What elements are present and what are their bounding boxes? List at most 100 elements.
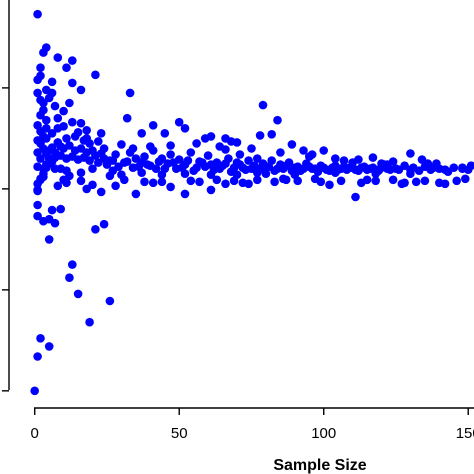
data-point	[122, 157, 132, 166]
data-point	[47, 205, 57, 215]
x-tick-label: 100	[311, 425, 336, 442]
data-point	[420, 176, 430, 186]
data-point	[82, 126, 91, 135]
data-point	[186, 148, 196, 157]
data-point	[44, 214, 54, 224]
data-point	[42, 134, 51, 143]
data-point	[371, 169, 381, 178]
data-point	[397, 179, 407, 189]
data-point	[406, 169, 415, 178]
data-point	[99, 219, 109, 229]
data-point	[148, 121, 158, 130]
data-point	[331, 168, 340, 177]
data-point	[200, 134, 210, 143]
data-point	[281, 161, 291, 170]
data-point	[325, 180, 334, 190]
x-tick-label: 150	[456, 425, 474, 442]
data-point	[339, 156, 349, 165]
data-point	[198, 158, 207, 167]
data-point	[348, 158, 357, 167]
data-point	[76, 118, 86, 128]
data-point	[39, 164, 48, 173]
data-point	[183, 156, 193, 165]
data-point	[276, 148, 285, 157]
data-point	[88, 164, 97, 173]
data-point	[33, 136, 42, 145]
data-point	[33, 211, 42, 221]
data-point	[94, 137, 103, 146]
data-point	[33, 352, 42, 361]
data-point	[258, 100, 268, 110]
data-point	[362, 175, 372, 185]
data-point	[140, 177, 149, 187]
data-point	[50, 101, 60, 111]
data-point	[180, 169, 190, 178]
data-point	[281, 175, 291, 185]
data-point	[42, 115, 51, 125]
data-point	[160, 129, 170, 138]
data-point	[122, 113, 132, 123]
data-point	[44, 342, 54, 351]
data-point	[91, 225, 100, 234]
data-point	[96, 187, 106, 197]
data-point	[59, 122, 68, 131]
data-point	[88, 180, 97, 190]
data-point	[310, 164, 320, 173]
data-point	[30, 386, 39, 396]
data-point	[82, 134, 91, 143]
data-point	[128, 144, 138, 153]
data-point	[166, 141, 175, 150]
data-points	[30, 9, 474, 396]
data-point	[368, 153, 378, 162]
data-point	[76, 168, 86, 177]
data-point	[388, 175, 398, 185]
data-point	[452, 176, 462, 186]
data-point	[267, 130, 277, 139]
data-point	[206, 170, 216, 179]
data-point	[47, 129, 57, 138]
data-point	[53, 138, 63, 147]
data-point	[56, 204, 65, 214]
data-point	[299, 146, 308, 155]
data-point	[241, 165, 250, 174]
data-point	[229, 176, 239, 186]
data-point	[255, 164, 265, 173]
data-point	[62, 63, 71, 72]
data-point	[85, 317, 94, 327]
data-point	[33, 88, 42, 98]
data-point	[68, 56, 77, 65]
x-axis-label: Sample Size	[273, 457, 366, 474]
data-point	[128, 163, 138, 172]
data-point	[215, 164, 224, 173]
data-point	[47, 77, 57, 87]
data-point	[180, 124, 190, 133]
data-point	[105, 171, 115, 181]
data-point	[293, 176, 303, 186]
data-point	[331, 154, 340, 163]
data-point	[166, 150, 175, 159]
data-point	[91, 70, 100, 80]
data-point	[186, 176, 196, 186]
x-axis-ticks: 0 50 100 150	[31, 408, 474, 442]
data-point	[319, 146, 329, 155]
data-point	[443, 167, 453, 176]
data-point	[33, 186, 42, 196]
data-point	[111, 181, 120, 191]
data-point	[68, 117, 77, 127]
data-point	[131, 189, 141, 199]
data-point	[273, 115, 282, 125]
data-point	[411, 177, 421, 187]
data-point	[166, 182, 175, 192]
data-point	[96, 129, 106, 138]
data-point	[273, 164, 282, 173]
data-point	[287, 140, 297, 149]
data-point	[307, 150, 317, 159]
data-point	[85, 156, 94, 165]
data-point	[169, 158, 178, 167]
data-point	[174, 117, 184, 127]
data-point	[68, 78, 77, 88]
data-point	[36, 334, 45, 343]
data-point	[351, 192, 360, 202]
data-point	[244, 156, 253, 165]
data-point	[252, 154, 262, 163]
